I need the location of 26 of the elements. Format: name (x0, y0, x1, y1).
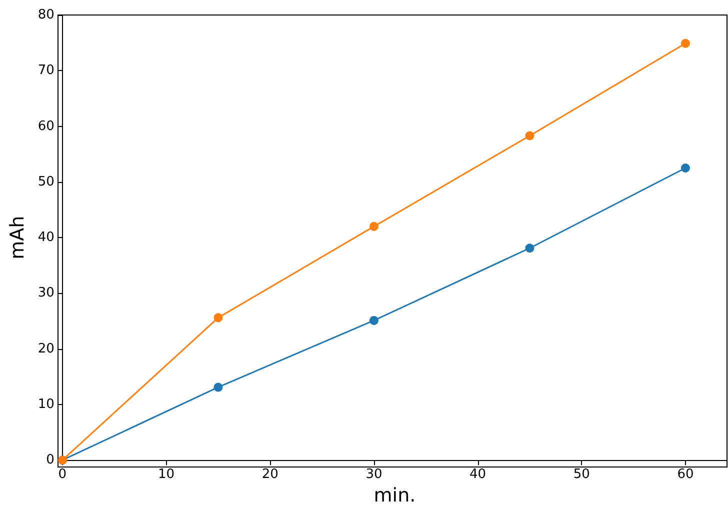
x-tick-label: 0 (58, 467, 67, 482)
x-tick-label: 50 (573, 467, 590, 482)
x-tick-label: 10 (158, 467, 175, 482)
y-tick-label: 30 (38, 286, 54, 301)
point (369, 222, 378, 231)
y-tick-label: 40 (38, 230, 54, 246)
y-tick-label: 80 (38, 8, 54, 22)
point (680, 38, 690, 48)
y-tick-label: 10 (38, 396, 54, 412)
point (525, 244, 534, 253)
x-tick-label: 20 (262, 467, 278, 482)
point (525, 131, 534, 140)
y-axis-title: mAh (6, 216, 28, 260)
x-axis-title: min. (374, 484, 416, 506)
y-tick-label: 0 (46, 452, 54, 468)
point (369, 316, 378, 325)
y-tick-label: 70 (38, 63, 54, 78)
point (680, 164, 690, 172)
y-tick-label: 60 (38, 118, 54, 134)
point (214, 382, 223, 392)
point (214, 313, 223, 322)
y-tick-label: 50 (38, 174, 54, 190)
y-tick-label: 20 (38, 341, 54, 356)
x-tick-label: 40 (470, 467, 486, 482)
x-tick-label: 30 (366, 467, 382, 482)
x-tick-label: 60 (677, 467, 694, 482)
